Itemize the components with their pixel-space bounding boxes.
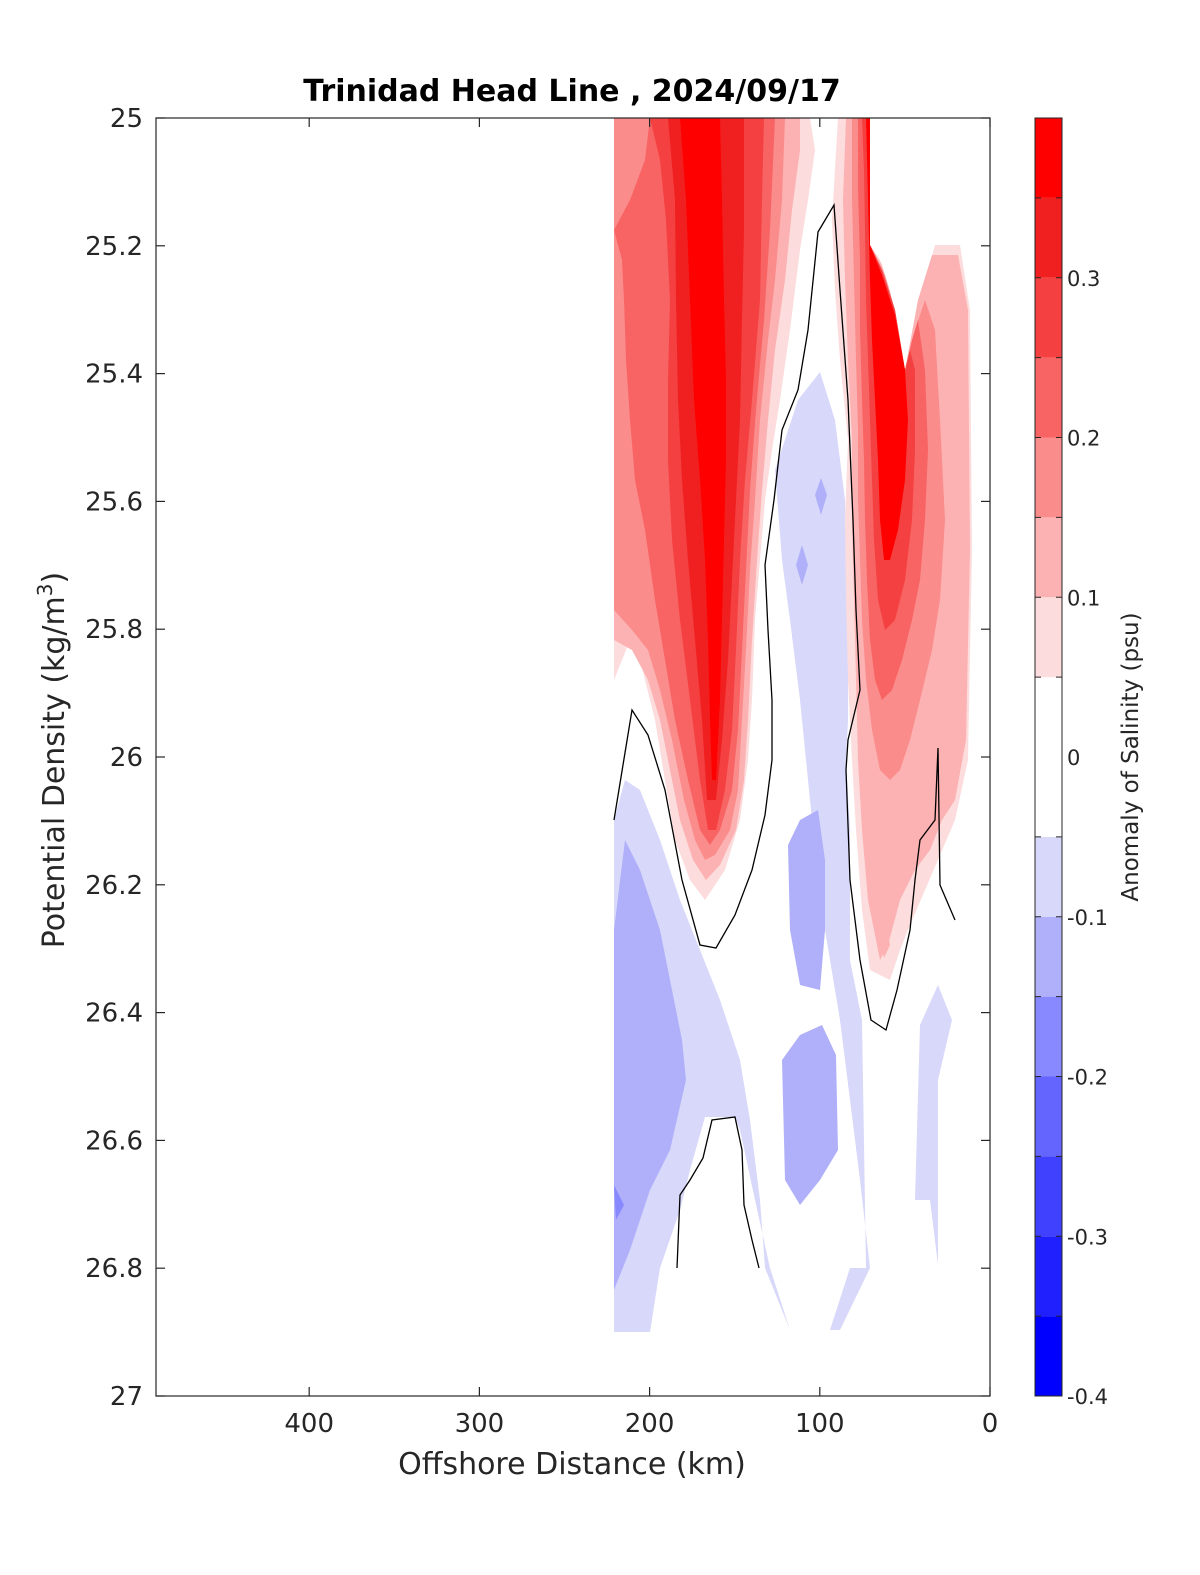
chart-title: Trinidad Head Line , 2024/09/17 (303, 74, 840, 109)
contour-fill-pos-coast-06 (866, 118, 908, 560)
colorbar-tick-label: 0.1 (1067, 586, 1100, 610)
x-tick-label: 200 (625, 1409, 675, 1439)
colorbar-tick-label: -0.1 (1067, 906, 1108, 930)
colorbar-tick-label: 0 (1067, 746, 1080, 770)
colorbar-tick-label: 0.3 (1067, 267, 1100, 291)
colorbar-band (1035, 357, 1062, 438)
contour-fill-pos-west-07 (680, 118, 726, 780)
y-tick-label: 25.4 (85, 360, 143, 390)
y-axis-label-suffix: ) (37, 572, 72, 584)
y-tick-label: 27 (110, 1382, 143, 1412)
zero-contour-line-deep (676, 1116, 760, 1269)
colorbar-band (1035, 597, 1062, 678)
contour-fill-neg-mid3 (782, 1025, 838, 1205)
colorbar-tick-label: -0.4 (1067, 1385, 1108, 1409)
contour-fill-neg-deep (614, 1185, 624, 1220)
colorbar-band (1035, 118, 1062, 198)
colorbar-band (1035, 836, 1062, 917)
contour-fill-pos-coast-small (878, 915, 890, 958)
y-tick-label: 25.6 (85, 487, 143, 517)
colorbar: -0.4 -0.3 -0.2 -0.1 0 0.1 0.2 0.3 Anomaly of Sa… (1034, 117, 1144, 1409)
y-axis-tick-labels: 25 25.2 25.4 25.6 25.8 26 26.2 26.4 26.6 26.8 27 (85, 104, 143, 1412)
x-tick-label: 300 (455, 1409, 505, 1439)
zero-contour-line-west (613, 202, 956, 1032)
y-tick-label: 25.8 (85, 615, 143, 645)
y-axis-label-superscript: 3 (33, 583, 57, 596)
x-axis-tick-labels: 400 300 200 100 0 (284, 1409, 998, 1439)
y-tick-label: 26.2 (85, 871, 143, 901)
colorbar-tick-label: -0.3 (1067, 1225, 1108, 1249)
contour-fill-neg-mid2 (788, 810, 825, 990)
colorbar-band (1035, 996, 1062, 1077)
colorbar-band (1035, 277, 1062, 358)
y-tick-label: 26 (110, 743, 143, 773)
colorbar-band (1035, 197, 1062, 278)
x-tick-label: 100 (795, 1409, 845, 1439)
y-tick-label: 26.6 (85, 1126, 143, 1156)
contour-fill-neg-dot2 (815, 478, 827, 515)
filled-contours (614, 118, 972, 1332)
colorbar-band (1035, 1236, 1062, 1317)
x-tick-label: 0 (982, 1409, 999, 1439)
zero-contour-lines (613, 202, 956, 1269)
plot-area (155, 117, 991, 1397)
y-tick-label: 26.8 (85, 1254, 143, 1284)
colorbar-frame (1034, 117, 1063, 1397)
y-axis-label: Potential Density (kg/m3) (33, 572, 72, 948)
contour-fill-neg-coast (915, 985, 952, 1265)
x-tick-label: 400 (284, 1409, 334, 1439)
colorbar-tick-label: -0.2 (1067, 1066, 1108, 1090)
colorbar-bands (1035, 118, 1062, 1396)
x-axis-label: Offshore Distance (km) (398, 1447, 746, 1482)
y-axis-label-main: Potential Density (kg/m (37, 596, 72, 948)
y-tick-label: 25 (110, 104, 143, 134)
contour-fill-neg-mid1 (614, 840, 686, 1290)
colorbar-band (1035, 1156, 1062, 1237)
y-tick-label: 25.2 (85, 232, 143, 262)
colorbar-band (1035, 1316, 1062, 1396)
colorbar-band (1035, 677, 1062, 837)
colorbar-label: Anomaly of Salinity (psu) (1118, 612, 1144, 901)
colorbar-band (1035, 517, 1062, 598)
colorbar-band (1035, 437, 1062, 518)
colorbar-tick-label: 0.2 (1067, 427, 1100, 451)
colorbar-band (1035, 1076, 1062, 1157)
colorbar-band (1035, 916, 1062, 997)
colorbar-tick-labels: -0.4 -0.3 -0.2 -0.1 0 0.1 0.2 0.3 (1067, 267, 1108, 1409)
y-tick-label: 26.4 (85, 999, 143, 1029)
contour-fill-neg-dot1 (796, 545, 808, 585)
y-axis-ticks (156, 117, 990, 1397)
x-axis-ticks (308, 118, 991, 1396)
